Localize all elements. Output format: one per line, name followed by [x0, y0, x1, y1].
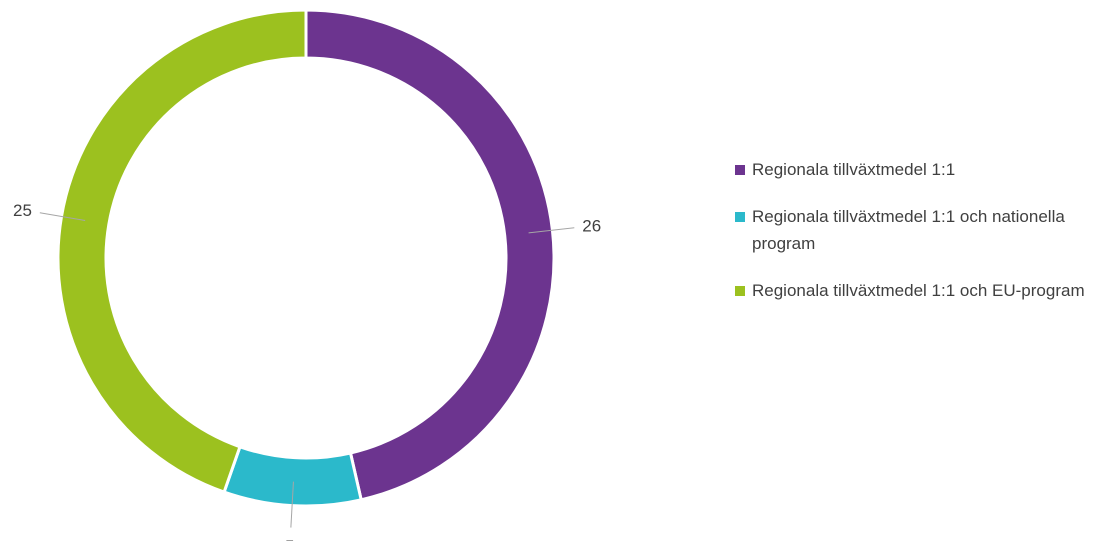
legend-item: Regionala tillväxtmedel 1:1 och nationel… [735, 203, 1095, 257]
data-label: 25 [13, 201, 32, 220]
data-label: 26 [582, 216, 601, 235]
legend-swatch [735, 165, 745, 175]
legend: Regionala tillväxtmedel 1:1 Regionala til… [735, 156, 1095, 324]
legend-swatch [735, 286, 745, 296]
legend-label: Regionala tillväxtmedel 1:1 och EU-progr… [752, 281, 1085, 300]
leader-line [39, 212, 86, 221]
legend-item: Regionala tillväxtmedel 1:1 [735, 156, 1095, 183]
legend-item: Regionala tillväxtmedel 1:1 och EU-progr… [735, 277, 1095, 304]
donut-segment [304, 8, 556, 502]
legend-swatch [735, 212, 745, 222]
donut-segment [56, 8, 308, 494]
leader-line [528, 227, 575, 234]
leader-line [290, 481, 294, 528]
legend-label: Regionala tillväxtmedel 1:1 [752, 160, 956, 179]
legend-label: Regionala tillväxtmedel 1:1 och nationel… [752, 207, 1065, 253]
data-label: 5 [285, 537, 294, 541]
